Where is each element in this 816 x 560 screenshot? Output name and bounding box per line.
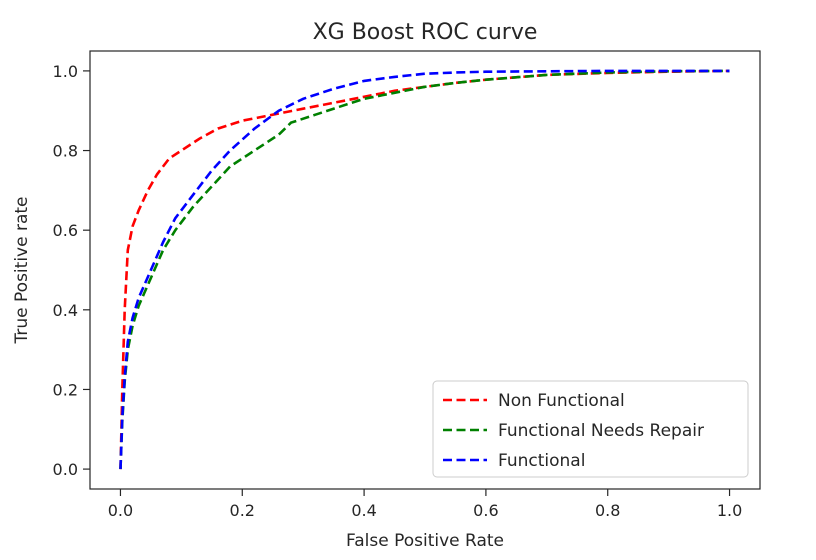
plot-area bbox=[89, 50, 761, 490]
y-tick-label: 0.2 bbox=[53, 380, 78, 399]
y-tick-label: 0.8 bbox=[53, 142, 78, 161]
y-tick-label: 0.0 bbox=[53, 460, 78, 479]
x-tick-label: 0.4 bbox=[351, 501, 376, 520]
legend-label-1: Non Functional bbox=[498, 391, 625, 411]
series-layer bbox=[119, 69, 730, 470]
x-axis-ticks: 0.0 0.2 0.4 0.6 0.8 1.0 bbox=[108, 489, 742, 520]
x-tick-label: 0.6 bbox=[473, 501, 498, 520]
legend-label-2: Functional Needs Repair bbox=[498, 421, 704, 441]
y-tick-label: 0.6 bbox=[53, 221, 78, 240]
y-tick-label: 1.0 bbox=[53, 62, 78, 81]
x-axis-label: False Positive Rate bbox=[346, 531, 504, 551]
x-tick-label: 0.0 bbox=[108, 501, 133, 520]
y-axis-label: True Positive rate bbox=[12, 197, 32, 345]
x-tick-label: 0.2 bbox=[230, 501, 255, 520]
legend-box bbox=[432, 380, 749, 478]
axes-frame bbox=[89, 50, 761, 490]
legend: Non Functional Functional Needs Repair Fun… bbox=[432, 380, 749, 478]
chart-title: XG Boost ROC curve bbox=[313, 20, 538, 45]
series-line-3 bbox=[119, 69, 730, 470]
y-axis-ticks: 0.0 0.2 0.4 0.6 0.8 1.0 bbox=[53, 62, 90, 479]
legend-label-3: Functional bbox=[498, 451, 585, 471]
y-tick-label: 0.4 bbox=[53, 301, 78, 320]
x-tick-label: 0.8 bbox=[595, 501, 620, 520]
x-tick-label: 1.0 bbox=[717, 501, 742, 520]
